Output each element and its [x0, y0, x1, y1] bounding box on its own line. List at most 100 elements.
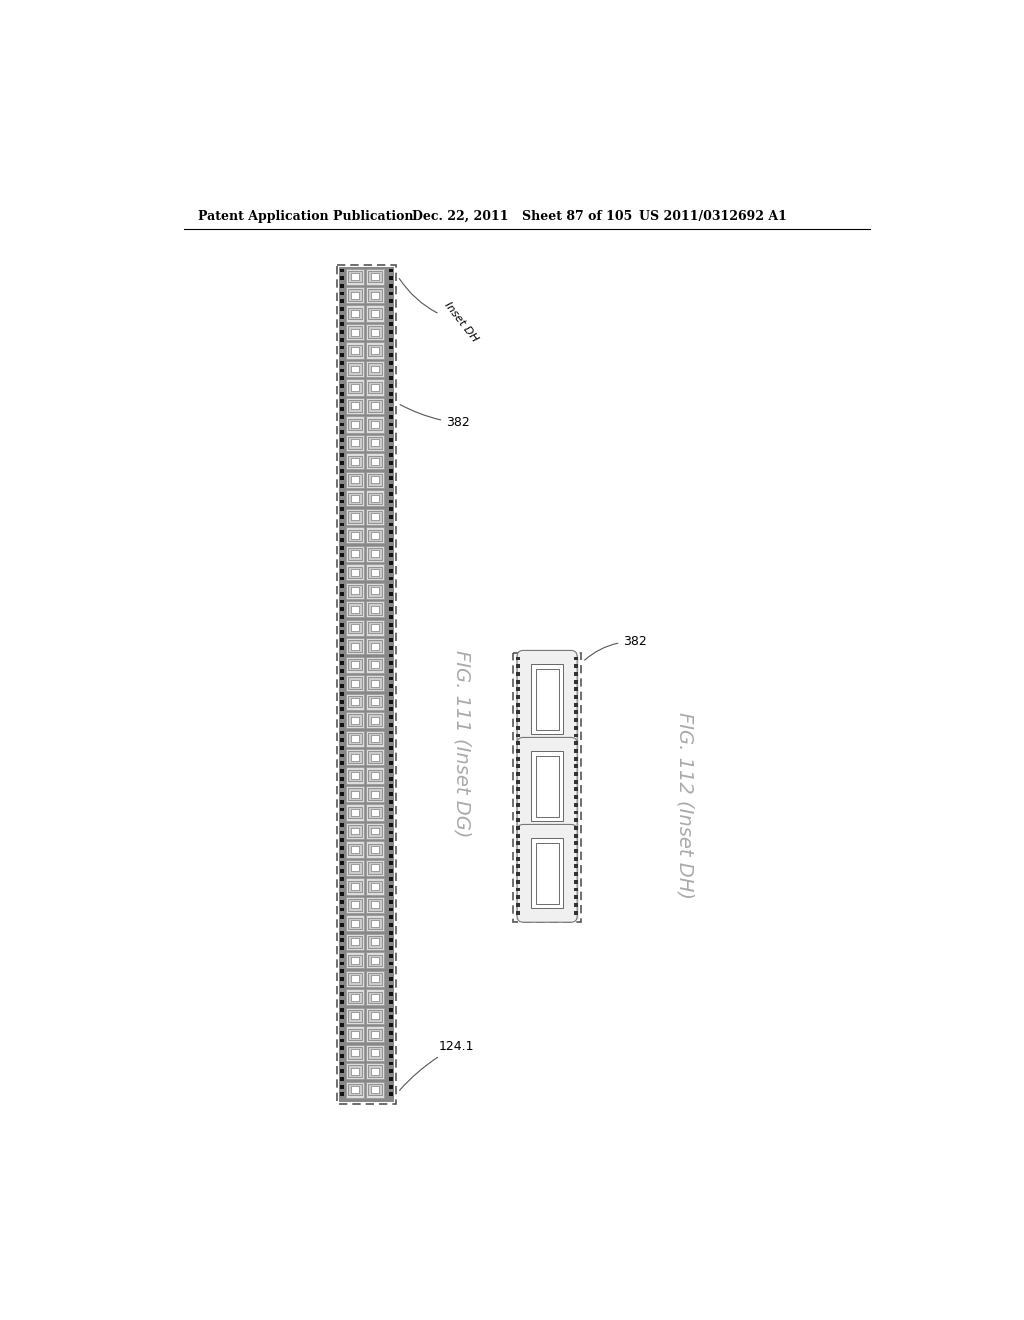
Bar: [340, 338, 344, 342]
Bar: [340, 1031, 344, 1035]
Bar: [389, 384, 393, 388]
Bar: [367, 1026, 384, 1043]
Text: Sheet 87 of 105: Sheet 87 of 105: [521, 210, 632, 223]
Bar: [389, 585, 393, 589]
Bar: [351, 513, 359, 520]
Bar: [340, 638, 344, 642]
Bar: [348, 400, 361, 412]
Bar: [389, 499, 393, 503]
Bar: [389, 993, 393, 997]
Bar: [348, 271, 361, 282]
Bar: [367, 323, 384, 341]
Bar: [340, 623, 344, 627]
Bar: [351, 532, 359, 539]
Bar: [389, 1061, 393, 1065]
Bar: [389, 477, 393, 480]
Bar: [371, 384, 379, 391]
Bar: [389, 1015, 393, 1019]
Bar: [340, 1077, 344, 1081]
Bar: [337, 264, 396, 1104]
Bar: [340, 946, 344, 950]
Bar: [346, 379, 364, 396]
Bar: [574, 803, 578, 807]
Bar: [340, 531, 344, 535]
Bar: [389, 977, 393, 981]
Bar: [516, 887, 520, 891]
Bar: [389, 507, 393, 511]
Bar: [516, 664, 520, 668]
Bar: [389, 631, 393, 635]
Bar: [516, 834, 520, 838]
Bar: [346, 268, 364, 285]
Bar: [340, 284, 344, 288]
Bar: [339, 267, 394, 1102]
Text: US 2011/0312692 A1: US 2011/0312692 A1: [639, 210, 786, 223]
Bar: [389, 946, 393, 950]
Bar: [369, 1010, 382, 1022]
Bar: [348, 289, 361, 301]
Bar: [574, 887, 578, 891]
Bar: [371, 1068, 379, 1074]
Bar: [351, 902, 359, 908]
Bar: [346, 675, 364, 692]
Bar: [516, 788, 520, 792]
Bar: [389, 1093, 393, 1096]
Bar: [389, 330, 393, 334]
Bar: [340, 1001, 344, 1003]
Bar: [369, 418, 382, 430]
Bar: [389, 700, 393, 704]
Bar: [367, 1081, 384, 1098]
Bar: [346, 1026, 364, 1043]
Bar: [351, 366, 359, 372]
Bar: [367, 748, 384, 766]
Bar: [367, 619, 384, 636]
Bar: [340, 414, 344, 418]
Bar: [369, 696, 382, 708]
Bar: [389, 792, 393, 796]
Bar: [574, 788, 578, 792]
Bar: [340, 1053, 344, 1057]
Bar: [340, 931, 344, 935]
Bar: [348, 807, 361, 818]
Bar: [351, 661, 359, 668]
Bar: [574, 710, 578, 714]
Bar: [340, 477, 344, 480]
Bar: [346, 305, 364, 322]
Bar: [389, 308, 393, 312]
Bar: [367, 933, 384, 950]
Bar: [369, 677, 382, 689]
Bar: [516, 764, 520, 768]
Bar: [369, 1028, 382, 1040]
Bar: [340, 900, 344, 904]
Bar: [574, 841, 578, 845]
Bar: [389, 669, 393, 673]
Bar: [574, 656, 578, 660]
Bar: [346, 582, 364, 599]
Bar: [389, 816, 393, 818]
Bar: [346, 859, 364, 876]
Bar: [531, 838, 563, 908]
Bar: [340, 561, 344, 565]
Bar: [340, 754, 344, 758]
Bar: [348, 973, 361, 985]
Bar: [351, 292, 359, 298]
Bar: [389, 300, 393, 304]
Bar: [371, 624, 379, 631]
Bar: [371, 1012, 379, 1019]
Bar: [351, 440, 359, 446]
Bar: [340, 969, 344, 973]
Bar: [346, 915, 364, 932]
Bar: [369, 437, 382, 449]
Bar: [340, 446, 344, 450]
Bar: [340, 346, 344, 350]
Bar: [574, 857, 578, 861]
FancyBboxPatch shape: [517, 651, 578, 748]
Bar: [371, 310, 379, 317]
Bar: [348, 603, 361, 615]
Bar: [389, 923, 393, 927]
Bar: [346, 804, 364, 821]
Bar: [340, 776, 344, 780]
Bar: [389, 453, 393, 457]
Bar: [340, 792, 344, 796]
Bar: [340, 400, 344, 404]
